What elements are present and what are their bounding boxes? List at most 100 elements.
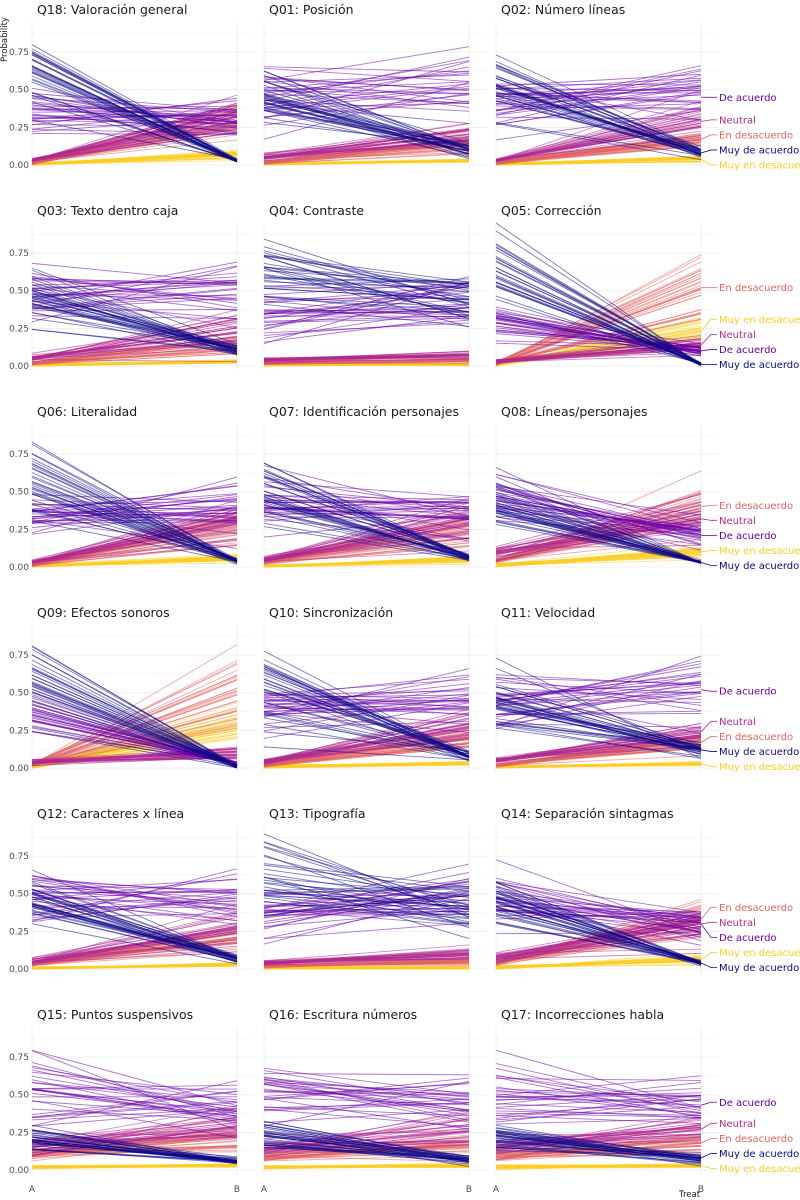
series-line [31,458,238,561]
series-line [31,1082,238,1101]
series-line [263,726,470,762]
series-line [31,281,238,289]
series-lines [263,1162,470,1170]
y-tick-label: 0.25 [9,726,29,736]
series-line [263,295,470,309]
series-line [31,669,238,767]
series-line [495,897,702,963]
series-line [31,885,238,907]
series-line [263,532,470,561]
series-line [495,1092,702,1099]
series-line [263,465,470,517]
series-lines [263,70,470,160]
series-line [263,957,470,966]
series-line [31,1140,238,1158]
y-tick-label: 0.50 [9,287,29,297]
series-line [263,273,470,304]
series-line [495,1112,702,1118]
series-line [263,882,470,915]
series-line [31,499,238,560]
series-line [495,559,702,566]
y-tick-label: 0.75 [9,450,29,460]
series-line [31,131,238,162]
series-line [31,905,238,961]
series-line [31,1102,238,1119]
series-line [495,1118,702,1125]
label-leader [700,504,717,508]
series-line [263,105,470,145]
series-line [31,44,238,160]
series-lines [495,881,702,967]
label-leader [700,1101,717,1106]
series-lines [31,261,238,329]
y-tick-label: 0.75 [9,249,29,259]
series-line [263,46,470,81]
series-line [263,1083,470,1123]
series-line [263,1081,470,1116]
series-line [495,1089,702,1108]
series-line [31,70,238,161]
series-line [31,72,238,163]
y-tick-label: 0.75 [9,651,29,661]
facet-title: Q13: Tipografía [269,806,366,821]
series-line [495,877,702,928]
series-line [495,98,702,156]
series-line [263,1083,470,1113]
series-line [263,956,470,966]
series-line [31,508,238,562]
series-line [495,745,702,766]
series-line [31,674,238,766]
series-line [263,1081,470,1127]
series-line [31,663,238,765]
series-line [495,914,702,918]
label-leader [700,962,717,968]
series-line [495,512,702,564]
series-line [263,558,470,568]
series-lines [263,944,470,966]
series-line [31,922,238,961]
series-line [495,77,702,90]
series-line [263,895,470,914]
series-line [495,673,702,698]
series-line [31,713,238,765]
series-line [31,361,238,365]
facet-title: Q04: Contraste [269,203,364,218]
series-line [495,1137,702,1164]
series-line [495,1132,702,1163]
facet-panel: Q12: Caracteres x línea 0.00 0.25 0.50 0.75 [9,806,255,975]
y-tick-label: 0.50 [9,890,29,900]
series-line [263,659,470,757]
series-end-label: Muy de acuerdo [719,963,799,974]
series-lines [263,158,470,166]
series-line [495,484,702,533]
series-line [31,1050,238,1131]
series-lines [263,833,470,939]
series-line [263,707,470,711]
series-line [495,1094,702,1119]
series-line [31,1134,238,1165]
series-line [495,122,702,157]
facet-panel: Q06: Literalidad 0.00 0.25 0.50 0.75 [9,404,255,573]
series-line [495,687,702,701]
label-leader [700,318,717,332]
series-line [31,485,238,561]
series-line [31,1129,238,1159]
series-line [495,79,702,96]
series-line [31,951,238,963]
series-line [263,511,470,561]
series-line [31,472,238,562]
series-line [495,100,702,152]
label-leader [700,349,717,352]
series-line [263,961,470,968]
series-line [263,509,470,559]
series-line [31,353,238,365]
label-leader [700,149,717,154]
series-line [31,1145,238,1160]
series-line [495,763,702,767]
series-line [263,128,470,159]
series-line [31,893,238,923]
series-line [31,460,238,562]
series-lines [31,868,238,925]
label-leader [700,921,717,925]
facet-panel: Q17: Incorrecciones habla A B De acuerdo Neu… [493,1007,800,1195]
